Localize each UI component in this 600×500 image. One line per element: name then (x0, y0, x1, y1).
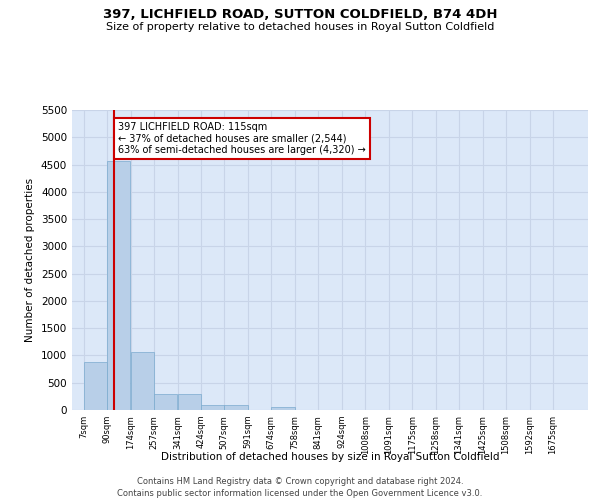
Y-axis label: Number of detached properties: Number of detached properties (25, 178, 35, 342)
Bar (271, 406, 295, 410)
Text: Contains HM Land Registry data © Crown copyright and database right 2024.: Contains HM Land Registry data © Crown c… (137, 478, 463, 486)
Bar (84, 362, 107, 410)
Bar (131, 352, 154, 410)
Text: Distribution of detached houses by size in Royal Sutton Coldfield: Distribution of detached houses by size … (161, 452, 499, 462)
Bar (107, 162, 130, 410)
Text: Contains public sector information licensed under the Open Government Licence v3: Contains public sector information licen… (118, 489, 482, 498)
Bar (201, 405, 224, 410)
Bar (154, 394, 177, 410)
Bar (224, 405, 248, 410)
Bar (178, 394, 201, 410)
Text: Size of property relative to detached houses in Royal Sutton Coldfield: Size of property relative to detached ho… (106, 22, 494, 32)
Text: 397 LICHFIELD ROAD: 115sqm
← 37% of detached houses are smaller (2,544)
63% of s: 397 LICHFIELD ROAD: 115sqm ← 37% of deta… (118, 122, 366, 155)
Text: 397, LICHFIELD ROAD, SUTTON COLDFIELD, B74 4DH: 397, LICHFIELD ROAD, SUTTON COLDFIELD, B… (103, 8, 497, 20)
